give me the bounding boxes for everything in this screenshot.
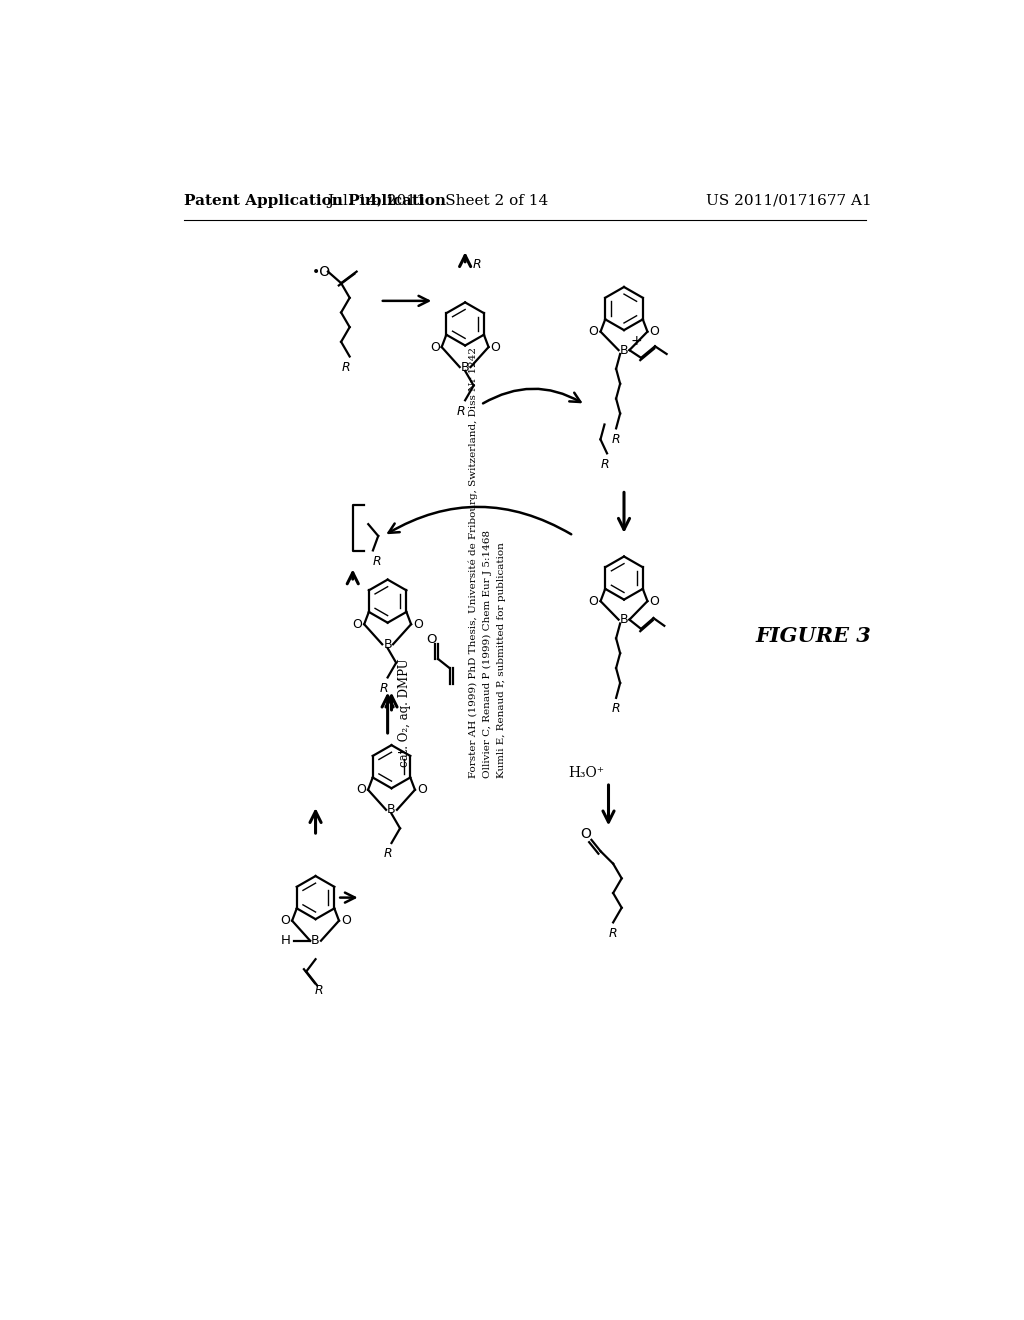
Text: Jul. 14, 2011    Sheet 2 of 14: Jul. 14, 2011 Sheet 2 of 14	[328, 194, 549, 207]
Text: O: O	[427, 634, 437, 647]
Text: O: O	[341, 915, 351, 927]
Text: R: R	[600, 458, 609, 471]
Text: Patent Application Publication: Patent Application Publication	[183, 194, 445, 207]
Text: B: B	[387, 804, 396, 816]
Text: O: O	[490, 341, 501, 354]
Text: O: O	[352, 618, 362, 631]
Text: Kumli E, Renaud P, submitted for publication: Kumli E, Renaud P, submitted for publica…	[497, 543, 506, 779]
Text: +: +	[631, 334, 642, 348]
Text: R: R	[341, 360, 350, 374]
Text: O: O	[580, 828, 591, 841]
Text: B: B	[461, 360, 469, 374]
Text: O: O	[413, 618, 423, 631]
Text: O: O	[356, 783, 366, 796]
Text: B: B	[620, 343, 629, 356]
Text: O: O	[589, 325, 598, 338]
Text: R: R	[383, 847, 392, 861]
Text: FIGURE 3: FIGURE 3	[756, 626, 871, 645]
Text: R: R	[472, 259, 481, 271]
Text: Forster AH (1999) PhD Thesis, Université de Fribourg, Switzerland, Diss Nr 1242: Forster AH (1999) PhD Thesis, Université…	[469, 347, 478, 779]
Text: O: O	[649, 325, 659, 338]
Text: H₃O⁺: H₃O⁺	[568, 766, 604, 780]
Text: R: R	[380, 681, 388, 694]
Text: R: R	[611, 433, 621, 446]
Text: •O: •O	[312, 264, 332, 279]
Text: R: R	[609, 927, 617, 940]
Text: cat. O₂, aq. DMPU: cat. O₂, aq. DMPU	[397, 659, 411, 767]
Text: B: B	[620, 612, 629, 626]
Text: R: R	[373, 554, 381, 568]
Text: R: R	[611, 702, 621, 715]
Text: O: O	[281, 915, 290, 927]
Text: US 2011/0171677 A1: US 2011/0171677 A1	[707, 194, 872, 207]
Text: O: O	[417, 783, 427, 796]
Text: O: O	[589, 594, 598, 607]
FancyArrowPatch shape	[388, 507, 571, 535]
FancyArrowPatch shape	[483, 389, 581, 404]
Text: B: B	[311, 935, 319, 948]
Text: R: R	[315, 983, 324, 997]
Text: Ollivier C, Renaud P (1999) Chem Eur J 5:1468: Ollivier C, Renaud P (1999) Chem Eur J 5…	[483, 531, 493, 779]
Text: R: R	[457, 404, 466, 417]
Text: H: H	[282, 935, 291, 948]
Text: O: O	[430, 341, 439, 354]
Text: B: B	[383, 638, 392, 651]
Text: O: O	[649, 594, 659, 607]
